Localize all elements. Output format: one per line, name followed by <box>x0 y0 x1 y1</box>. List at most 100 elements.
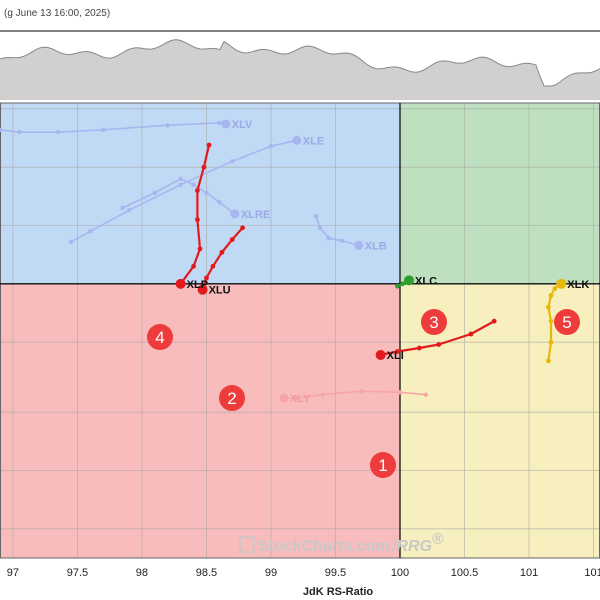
series-label: XLP <box>187 279 208 291</box>
series-point <box>55 129 61 135</box>
series-point <box>120 205 125 211</box>
annotation-number: 2 <box>227 389 236 408</box>
series-xlp: XLP <box>175 142 212 291</box>
annotation-circle <box>219 385 245 411</box>
series-point <box>178 182 183 187</box>
series-head-point <box>556 278 567 289</box>
series-label: XLRE <box>241 209 270 221</box>
series-point <box>201 164 207 170</box>
series-label: XLI <box>387 350 404 362</box>
series-point <box>339 238 345 243</box>
annotation-marker: 3 <box>421 309 447 335</box>
series-point <box>17 129 22 135</box>
series-head-point <box>230 209 240 219</box>
x-tick-label: 100.5 <box>451 567 479 579</box>
series-point <box>68 239 74 245</box>
annotation-marker: 4 <box>147 324 173 350</box>
series-point <box>491 318 497 324</box>
series-point <box>436 342 442 347</box>
series-point <box>88 229 93 234</box>
benchmark-area <box>0 39 600 100</box>
series-point <box>416 345 422 351</box>
annotation-marker: 5 <box>554 309 580 335</box>
series-point <box>195 188 200 193</box>
series-point <box>204 190 209 196</box>
x-tick-label: 99 <box>265 567 277 579</box>
series-point <box>126 208 132 213</box>
series-head-point <box>197 284 208 295</box>
x-tick-label: 101 <box>520 567 538 579</box>
quadrant-improving <box>0 103 400 284</box>
annotation-circle <box>147 324 173 350</box>
series-line <box>380 320 495 357</box>
series-point <box>468 331 474 337</box>
grid-lines <box>0 102 600 559</box>
series-xli: XLI <box>375 318 497 362</box>
benchmark-line <box>0 39 600 87</box>
series-point <box>545 304 551 310</box>
x-tick-label: 97.5 <box>67 567 88 579</box>
annotation-layer: 1 2 3 4 5 <box>147 309 580 478</box>
center-axes <box>0 103 600 558</box>
series-point <box>217 199 222 205</box>
x-axis-title: JdK RS-Ratio <box>303 586 374 598</box>
series-label: XLK <box>567 279 589 291</box>
series-label: XLB <box>365 240 387 252</box>
series-point <box>230 159 235 164</box>
x-tick-label: 100 <box>391 567 409 579</box>
series-head-point <box>175 278 186 289</box>
series-label: XLE <box>303 135 324 147</box>
watermark-reg: ® <box>432 531 444 548</box>
series-point <box>240 225 245 231</box>
series-point <box>268 143 274 149</box>
watermark: StockCharts.com /RRG ® <box>239 531 444 555</box>
series-point <box>165 122 170 128</box>
series-point <box>397 390 403 395</box>
series-point <box>195 217 200 223</box>
annotation-marker: 1 <box>370 452 396 478</box>
series-xly: XLY <box>279 388 429 405</box>
quadrant-leading <box>400 103 600 284</box>
series-point <box>548 339 554 345</box>
chart-date-caption: (g June 13 16:00, 2025) <box>4 8 110 19</box>
series-point <box>0 127 3 133</box>
series-point <box>313 213 319 219</box>
series-label: XLY <box>290 393 311 405</box>
quadrant-backgrounds <box>0 103 600 558</box>
series-point <box>219 249 225 255</box>
series-head-point <box>279 393 289 403</box>
series-point <box>294 395 299 401</box>
series-point <box>545 358 551 364</box>
series-point <box>320 392 325 397</box>
annotation-marker: 2 <box>219 385 245 411</box>
annotation-number: 5 <box>562 313 571 332</box>
series-point <box>191 263 196 269</box>
x-tick-labels: 97 97.5 98 98.5 99 99.5 100 100.5 101 101 <box>7 567 600 579</box>
series-point <box>548 318 554 324</box>
series-point <box>400 281 405 287</box>
benchmark-strip: (g June 13 16:00, 2025) <box>0 0 600 100</box>
series-point <box>359 388 364 394</box>
series-point <box>423 392 429 397</box>
series-point <box>204 275 209 281</box>
series-point <box>395 283 400 289</box>
series-xlb: XLB <box>313 213 387 252</box>
series-xle: XLE <box>68 135 324 245</box>
x-tick-label: 98 <box>136 567 148 579</box>
series-point <box>178 176 183 182</box>
series-point <box>210 263 216 269</box>
series-point <box>548 293 554 298</box>
series-point <box>152 190 158 196</box>
series-xlc: XLC <box>395 275 437 289</box>
x-tick-label: 97 <box>7 567 19 579</box>
annotation-number: 3 <box>429 313 438 332</box>
series-label: XLV <box>232 119 253 131</box>
series-xlk: XLK <box>545 278 589 364</box>
x-tick-label: 99.5 <box>325 567 346 579</box>
series-xlre: XLRE <box>120 176 270 221</box>
series-label: XLC <box>415 275 437 287</box>
series-point <box>317 225 323 231</box>
series-point <box>191 182 196 187</box>
series-point <box>552 286 558 291</box>
